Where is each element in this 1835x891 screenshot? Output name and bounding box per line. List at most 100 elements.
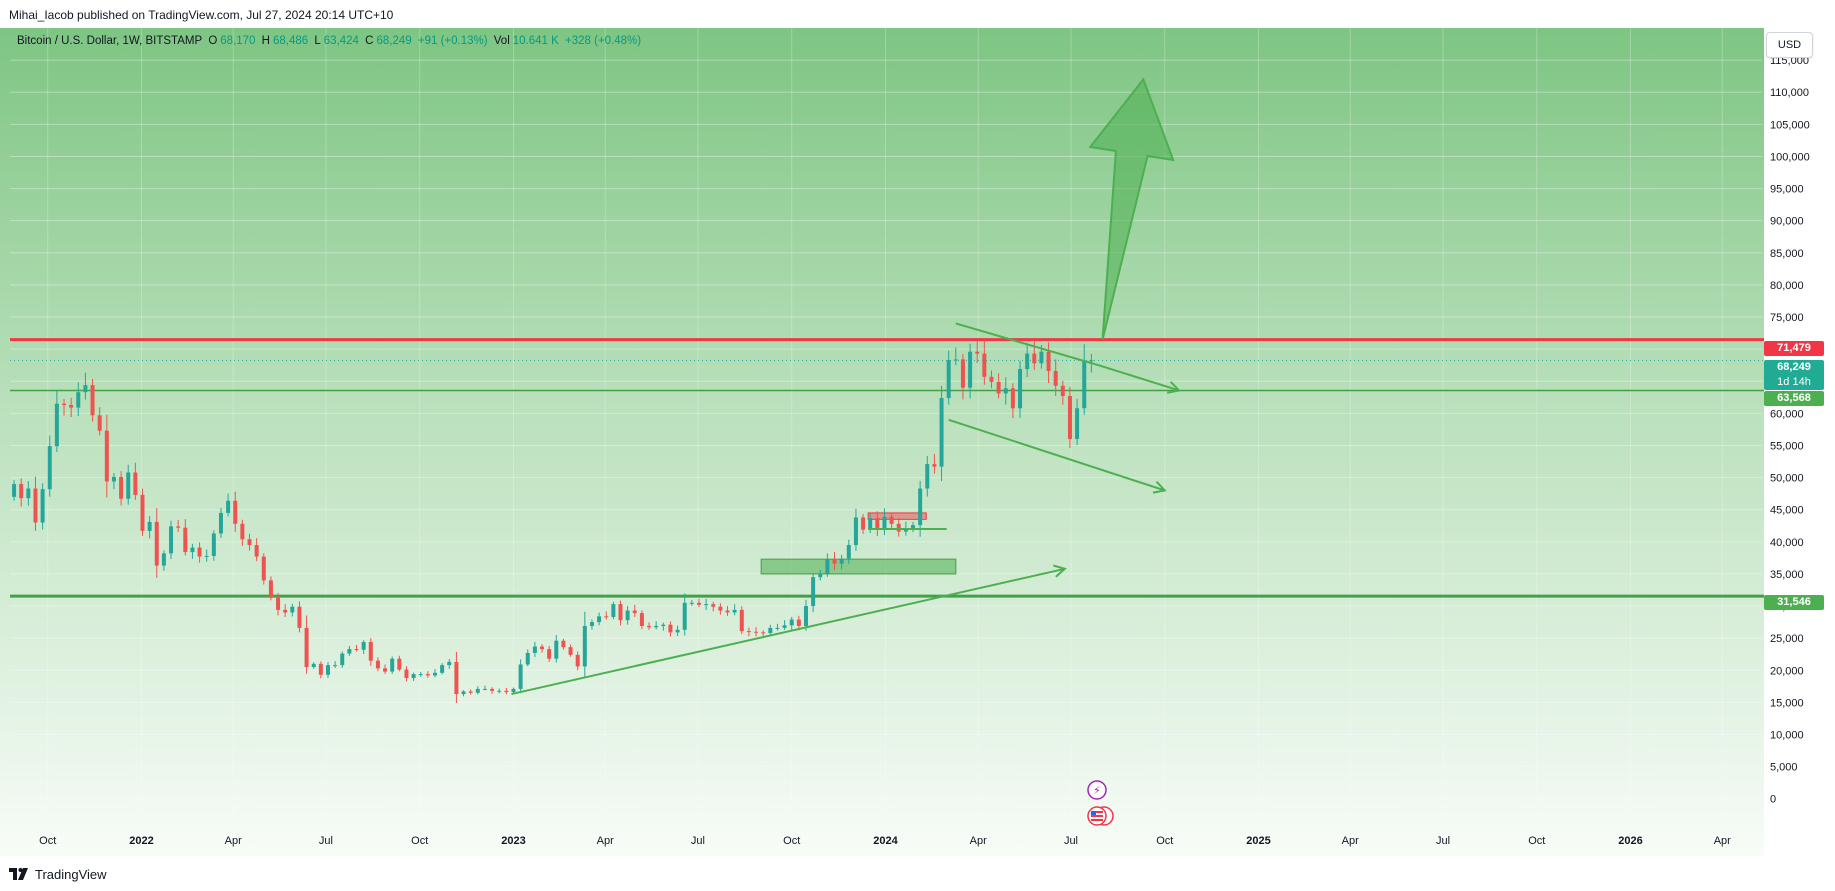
high-value: 68,486 — [272, 35, 309, 47]
candle-body — [226, 500, 231, 513]
candle-body — [425, 674, 430, 676]
candle-body — [126, 472, 131, 499]
candle-body — [190, 547, 195, 553]
candle-body — [718, 606, 723, 611]
candle-body — [240, 523, 245, 540]
currency-button[interactable]: USD — [1766, 32, 1813, 58]
candle-body — [668, 624, 673, 633]
y-tick-label: 50,000 — [1770, 473, 1804, 485]
zones — [760, 512, 957, 575]
low-value: 63,424 — [323, 35, 359, 47]
candle-body — [839, 558, 844, 564]
candle-body — [1053, 370, 1058, 386]
candle-body — [19, 484, 24, 499]
flag-upper-line — [955, 322, 1099, 367]
x-tick-label: 2025 — [1246, 835, 1270, 847]
x-tick-label: Apr — [1714, 835, 1731, 847]
candle-body — [375, 660, 380, 669]
candle-body — [532, 646, 537, 653]
y-tick-label: 40,000 — [1770, 537, 1804, 549]
y-axis: 05,00010,00015,00020,00025,00030,00035,0… — [1764, 28, 1835, 863]
x-tick-label: Jul — [691, 835, 705, 847]
x-tick-label: 2022 — [129, 835, 153, 847]
candle-body — [361, 642, 366, 650]
candle-body — [868, 518, 873, 530]
candle-body — [525, 652, 530, 665]
x-tick-label: Apr — [970, 835, 987, 847]
candle-body — [147, 521, 152, 531]
drawings — [511, 77, 1182, 696]
candle-body — [1032, 353, 1037, 364]
candle-body — [811, 577, 816, 607]
candle-body — [169, 526, 174, 554]
lightning-event-icon — [1087, 780, 1107, 800]
candle-body — [69, 405, 74, 408]
close-value: 68,249 — [376, 35, 412, 47]
chart-area[interactable]: 05,00010,00015,00020,00025,00030,00035,0… — [0, 28, 1835, 863]
published-info: Mihai_Iacob published on TradingView.com… — [9, 8, 394, 22]
candle-body — [561, 640, 566, 648]
candle-body — [140, 494, 145, 531]
y-tick-label: 90,000 — [1770, 216, 1804, 228]
candle-body — [1003, 388, 1008, 394]
candle-body — [953, 359, 958, 361]
red-zone — [867, 512, 927, 520]
candle-body — [989, 376, 994, 382]
candle-body — [1010, 388, 1015, 409]
x-tick-label: 2026 — [1618, 835, 1642, 847]
volume-label: Vol — [493, 35, 510, 47]
x-axis: Oct 2022 Apr Jul Oct 2023 Apr Jul Oct 2024 Apr Jul O… — [0, 835, 1835, 863]
event-markers: ⚡ — [1087, 780, 1114, 826]
candle-body — [83, 385, 88, 393]
candle-body — [340, 653, 345, 666]
candle-body — [504, 690, 509, 693]
candle-body — [1082, 360, 1087, 409]
candle-body — [482, 688, 487, 690]
candle-body — [875, 518, 880, 529]
candle-body — [211, 533, 216, 556]
candle-body — [418, 674, 423, 676]
candle-body — [604, 616, 609, 618]
candle-body — [754, 631, 759, 633]
candle-body — [968, 351, 973, 388]
candle-body — [233, 500, 238, 524]
high-label: H — [261, 35, 270, 47]
us-flag-stripes — [1091, 811, 1103, 813]
candle-body — [311, 663, 316, 668]
candle-body — [696, 602, 701, 605]
flag-lower-arrow-head — [1152, 481, 1167, 494]
candle-body — [632, 610, 637, 614]
candle-body — [1089, 360, 1094, 362]
candle-body — [661, 624, 666, 626]
candle-body — [853, 517, 858, 546]
grid-lines — [10, 28, 1762, 818]
tradingview-logo[interactable]: TradingView — [9, 866, 107, 882]
candle-body — [297, 606, 302, 628]
candle-body — [818, 573, 823, 578]
candle-body — [33, 488, 38, 523]
candle-body — [597, 616, 602, 623]
candle-body — [218, 512, 223, 534]
candle-body — [1046, 351, 1051, 371]
candle-body — [554, 640, 559, 659]
candle-body — [76, 392, 81, 408]
volume-value: 10.641 K — [512, 35, 559, 47]
candle-body — [111, 476, 116, 482]
y-tick-label: 80,000 — [1770, 280, 1804, 292]
price-chart[interactable]: 05,00010,00015,00020,00025,00030,00035,0… — [0, 28, 1835, 863]
chart-background — [0, 28, 1764, 856]
candle-body — [589, 622, 594, 626]
candle-body — [547, 649, 552, 659]
big-bullish-arrow — [1088, 77, 1175, 340]
candle-body — [62, 403, 67, 406]
x-tick-label: Jul — [319, 835, 333, 847]
candle-body — [333, 665, 338, 667]
open-value: 68,170 — [220, 35, 256, 47]
candle-body — [925, 464, 930, 489]
candle-body — [318, 663, 323, 675]
candle-body — [568, 647, 573, 655]
candle-body — [746, 631, 751, 633]
last-price-tag: 68,249 — [1764, 360, 1824, 375]
candle-body — [689, 602, 694, 604]
candle-body — [133, 472, 138, 495]
